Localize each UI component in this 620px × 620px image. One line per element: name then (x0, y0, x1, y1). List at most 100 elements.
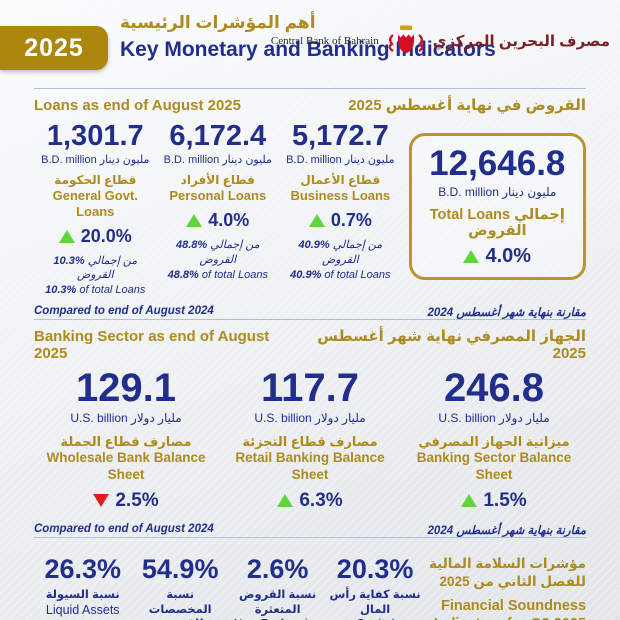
stat-change-value: 0.7% (330, 210, 372, 231)
stat-wholesale-bank: 129.1 U.S. billion مليار دولار مصارف قطا… (34, 367, 218, 512)
stat-label-arabic: نسبة كفاية رأس المال (329, 589, 421, 616)
stat-unit: B.D. million مليون دينار (41, 154, 150, 167)
logo-name-english: Central Bank of Bahrain (270, 35, 379, 47)
stat-general-govt-loans: 1,301.7 B.D. million مليون دينار قطاع ال… (34, 121, 157, 298)
header: 2025 أهم المؤشرات الرئيسية Key Monetary … (0, 0, 620, 88)
stat-change: 6.3% (218, 490, 402, 512)
total-loans-change: 4.0% (416, 245, 579, 268)
trend-up-icon (186, 214, 203, 228)
stat-value: 5,172.7 (291, 120, 389, 152)
stat-value: 1,301.7 (46, 120, 144, 152)
stat-banking-sector: 246.8 U.S. billion مليار دولار ميزانية ا… (402, 367, 586, 512)
stat-unit: U.S. billion مليار دولار (70, 411, 182, 426)
stat-change: 4.0% (157, 210, 280, 231)
share-text-arabic: من إجمالي القروض (76, 254, 138, 282)
share-pct-ar: 40.9% (298, 239, 330, 252)
stat-change-value: 2.5% (115, 489, 159, 511)
stat-value: 26.3% (44, 553, 121, 584)
total-loans-value: 12,646.8 (429, 144, 566, 183)
share-pct-ar: 48.8% (175, 239, 208, 252)
stat-labels: نسبة المخصصات للقروض المتعثرة Specific P… (134, 588, 225, 620)
soundness-title-arabic: مؤشرات السلامة المالية للفصل الثاني من 2… (429, 555, 587, 589)
stat-label-arabic: قطاع الأعمال (300, 173, 381, 188)
stat-value: 129.1 (75, 366, 177, 411)
stat-labels: نسبة القروض المتعثرة Non-Performing Loan… (232, 588, 323, 620)
loans-footnote-arabic: مقارنة بنهاية شهر أغسطس 2024 (427, 307, 586, 320)
share-pct-en: 40.9% (290, 268, 322, 281)
trend-up-icon (463, 249, 480, 263)
stat-capital-adequacy: 20.3% نسبة كفاية رأس المال Capital Adequ… (326, 553, 423, 620)
stat-label-english: Banking Sector Balance Sheet (416, 450, 572, 482)
stat-label-english: Capital Adequacy (329, 617, 420, 620)
loans-footnotes: Compared to end of August 2024 مقارنة بن… (34, 305, 586, 319)
trend-down-icon (93, 494, 110, 508)
banking-footnote-english: Compared to end of August 2024 (34, 522, 214, 535)
stat-value: 20.3% (336, 553, 414, 584)
page-title-arabic: أهم المؤشرات الرئيسية (120, 13, 316, 32)
loans-footnote-english: Compared to end of August 2024 (34, 305, 214, 318)
banking-section-header: Banking Sector as end of August 2025 الج… (34, 327, 586, 362)
logo-name-arabic: مصرف البحرين المركزي (432, 33, 610, 50)
stat-label-arabic: قطاع الحكومة (54, 173, 137, 188)
loans-stats-row: 1,301.7 B.D. million مليون دينار قطاع ال… (34, 121, 586, 298)
stat-label-arabic: نسبة السيولة (45, 589, 120, 602)
soundness-stats-row: 26.3% نسبة السيولة Liquid Assets 0.7% 54… (34, 553, 587, 620)
central-bank-logo: Central Bank of Bahrain مصرف البحرين الم… (271, 24, 610, 58)
header-divider (34, 88, 586, 89)
section-divider (34, 319, 586, 321)
stat-label-arabic: قطاع الأفراد (180, 173, 255, 188)
stat-unit: B.D. million مليون دينار (286, 154, 395, 167)
stat-labels: نسبة السيولة Liquid Assets (37, 588, 128, 620)
stat-change: 0.7% (279, 210, 402, 231)
loans-title-english: Loans as end of August 2025 (34, 97, 241, 114)
stat-labels: نسبة كفاية رأس المال Capital Adequacy (329, 588, 421, 620)
loans-section-header: Loans as end of August 2025 القروض في نه… (34, 96, 586, 114)
stat-value: 246.8 (443, 366, 545, 411)
total-loans-box: 12,646.8 B.D. million مليون دينار Total … (408, 133, 586, 280)
share-text-arabic: من إجمالي القروض (322, 239, 383, 266)
stat-value: 6,172.4 (169, 120, 267, 152)
stat-unit: B.D. million مليون دينار (163, 154, 272, 167)
share-text-english: of total Loans (79, 284, 146, 297)
share-pct-ar: 10.3% (53, 254, 85, 267)
stat-share: 10.3% من إجمالي القروض 10.3% of total Lo… (34, 254, 157, 299)
stat-label-english: Personal Loans (169, 188, 267, 204)
stat-unit: U.S. billion مليار دولار (254, 411, 366, 426)
stat-label-english: Non-Performing Loans (232, 617, 323, 620)
stat-share: 48.8% من إجمالي القروض 48.8% of total Lo… (157, 238, 280, 283)
stat-label-arabic: مصارف قطاع التجزئة (242, 434, 378, 450)
banking-footnotes: Compared to end of August 2024 مقارنة بن… (34, 523, 586, 537)
stat-specific-provisioning: 54.9% نسبة المخصصات للقروض المتعثرة Spec… (131, 554, 228, 620)
share-text-english: of total Loans (201, 268, 268, 281)
stat-liquid-assets: 26.3% نسبة السيولة Liquid Assets 0.7% (34, 553, 131, 620)
stat-label-english: General Govt. Loans (52, 188, 138, 220)
stat-change: 2.5% (34, 490, 218, 512)
section-divider (34, 536, 586, 538)
bahrain-emblem-icon (386, 24, 426, 58)
share-text-english: of total Loans (324, 268, 391, 281)
stat-label-arabic: مصارف قطاع الجملة (60, 434, 192, 450)
banking-title-arabic: الجهاز المصرفي نهاية شهر أغسطس 2025 (317, 328, 586, 363)
stat-personal-loans: 6,172.4 B.D. million مليون دينار قطاع ال… (157, 121, 280, 298)
stat-value: 2.6% (246, 553, 309, 584)
stat-retail-banking: 117.7 U.S. billion مليار دولار مصارف قطا… (218, 367, 402, 512)
stat-non-performing-loans: 2.6% نسبة القروض المتعثرة Non-Performing… (229, 553, 326, 620)
stat-change-value: 6.3% (299, 489, 343, 511)
stat-change-value: 1.5% (483, 489, 527, 511)
total-loans-unit: B.D. million مليون دينار (438, 184, 557, 199)
stat-change-value: 4.0% (208, 210, 250, 231)
stat-label-english: Wholesale Bank Balance Sheet (46, 450, 206, 482)
stat-label-english: Business Loans (290, 188, 391, 204)
trend-up-icon (277, 494, 294, 508)
loans-title-arabic: القروض في نهاية أغسطس 2025 (348, 97, 586, 114)
trend-up-icon (308, 214, 325, 228)
stat-label-english: Liquid Assets (45, 602, 120, 617)
total-loans-change-value: 4.0% (485, 244, 532, 267)
stat-label-arabic: نسبة القروض المتعثرة (239, 589, 317, 616)
trend-up-icon (461, 494, 478, 508)
total-loans-label: Total Loans إجمالي القروض (429, 206, 565, 239)
year-badge-label: 2025 (24, 33, 84, 62)
banking-title-english: Banking Sector as end of August 2025 (34, 328, 270, 363)
stat-change-value: 20.0% (80, 225, 132, 246)
